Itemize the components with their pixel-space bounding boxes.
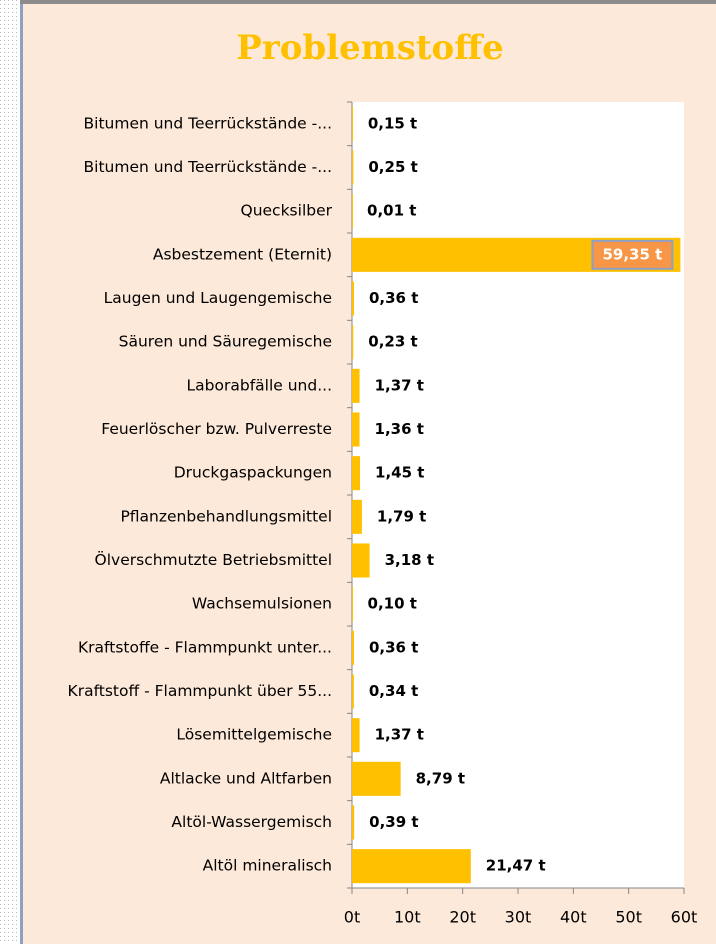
value-label: 0,34 t [369, 682, 418, 700]
bar [352, 630, 354, 665]
chart-title: Problemstoffe [236, 28, 504, 68]
value-label: 0,25 t [368, 158, 417, 176]
category-label: Feuerlöscher bzw. Pulverreste [101, 420, 332, 438]
category-label: Asbestzement (Eternit) [153, 245, 332, 263]
bar [352, 281, 354, 316]
x-tick-label: 60t [671, 908, 698, 927]
left-border [0, 0, 20, 944]
value-label: 1,37 t [375, 726, 424, 744]
value-label: 1,45 t [375, 464, 424, 482]
category-label: Bitumen und Teerrückstände -... [84, 114, 333, 132]
category-label: Laborabfälle und... [187, 376, 332, 394]
value-label: 0,36 t [369, 638, 418, 656]
bar [352, 412, 360, 447]
bar [352, 456, 361, 491]
bar [352, 761, 401, 796]
value-label: 3,18 t [385, 551, 434, 569]
category-label: Ölverschmutzte Betriebsmittel [95, 550, 332, 569]
category-label: Kraftstoff - Flammpunkt über 55... [68, 682, 332, 700]
category-label: Altlacke und Altfarben [160, 769, 332, 787]
category-label: Laugen und Laugengemische [104, 289, 332, 307]
category-label: Pflanzenbehandlungsmittel [120, 507, 332, 525]
bar [352, 325, 354, 360]
value-label: 59,35 t [602, 245, 662, 263]
bar [352, 150, 354, 185]
bar [352, 849, 471, 884]
value-label: 1,79 t [377, 507, 426, 525]
bar [352, 499, 362, 534]
left-border-line [20, 0, 23, 944]
x-tick-label: 20t [449, 908, 476, 927]
category-label: Wachsemulsionen [192, 595, 332, 613]
category-label: Altöl-Wassergemisch [171, 813, 332, 831]
bar [352, 718, 360, 753]
top-border [20, 0, 716, 4]
plot-area [352, 102, 684, 888]
value-label: 0,23 t [368, 333, 417, 351]
value-label: 21,47 t [486, 857, 546, 875]
x-tick-label: 40t [560, 908, 587, 927]
bar [352, 106, 353, 141]
bar [352, 368, 360, 403]
value-label: 0,39 t [369, 813, 418, 831]
category-label: Lösemittelgemische [176, 726, 332, 744]
x-tick-label: 50t [615, 908, 642, 927]
value-label: 0,15 t [368, 114, 417, 132]
bar [352, 194, 353, 229]
x-tick-label: 0t [344, 908, 360, 927]
category-label: Quecksilber [241, 202, 333, 220]
bar [352, 674, 354, 709]
value-label: 0,36 t [369, 289, 418, 307]
category-label: Altöl mineralisch [203, 857, 332, 875]
value-label: 8,79 t [416, 769, 465, 787]
category-label: Druckgaspackungen [174, 464, 332, 482]
value-label: 1,36 t [375, 420, 424, 438]
value-label: 1,37 t [375, 376, 424, 394]
bar [352, 805, 355, 840]
x-tick-label: 10t [394, 908, 421, 927]
x-tick-label: 30t [505, 908, 532, 927]
value-label: 0,01 t [367, 202, 416, 220]
category-label: Säuren und Säuregemische [119, 333, 332, 351]
category-label: Bitumen und Teerrückstände -... [84, 158, 333, 176]
category-label: Kraftstoffe - Flammpunkt unter... [78, 638, 332, 656]
bar [352, 543, 370, 578]
value-label: 0,10 t [368, 595, 417, 613]
bar [352, 587, 353, 622]
value-label-box [591, 239, 674, 270]
